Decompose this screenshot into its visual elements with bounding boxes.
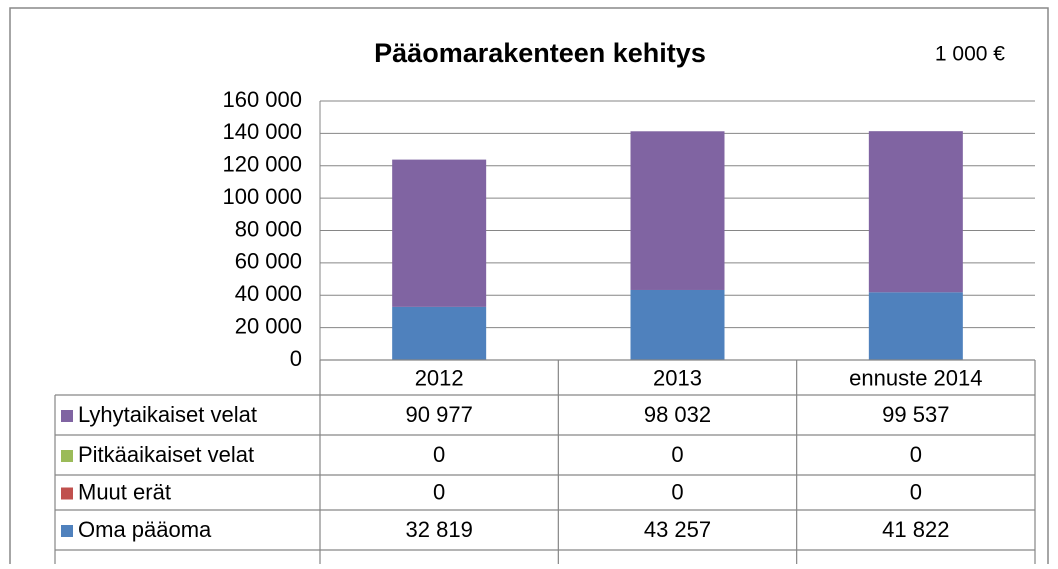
legend-label: Muut erät	[78, 479, 171, 504]
bar-segment	[868, 131, 963, 293]
data-table-value: 41 822	[882, 517, 949, 542]
x-tick-label: 2013	[653, 365, 702, 390]
y-tick-label: 40 000	[235, 281, 302, 306]
data-table-value: 0	[433, 442, 445, 467]
data-table-value: 90 977	[406, 402, 473, 427]
bar-segment	[392, 306, 487, 360]
y-tick-label: 0	[290, 346, 302, 371]
data-table-value: 0	[910, 442, 922, 467]
data-table-value: 0	[671, 479, 683, 504]
legend-swatch	[61, 410, 73, 422]
x-tick-label: 2012	[415, 365, 464, 390]
data-table-value: 43 257	[644, 517, 711, 542]
legend-swatch	[61, 487, 73, 500]
data-table-value: 99 537	[882, 402, 949, 427]
bar-segment	[392, 159, 487, 307]
y-tick-label: 100 000	[222, 184, 302, 209]
legend-label: Lyhytaikaiset velat	[78, 402, 257, 427]
chart-title: Pääomarakenteen kehitys	[374, 38, 706, 68]
legend-label: Pitkäaikaiset velat	[78, 442, 254, 467]
y-tick-label: 20 000	[235, 313, 302, 338]
bar-segment	[630, 131, 725, 290]
unit-label: 1 000 €	[935, 43, 1005, 66]
x-tick-label: ennuste 2014	[849, 365, 982, 390]
y-tick-label: 80 000	[235, 216, 302, 241]
data-table-value: 98 032	[644, 402, 711, 427]
legend-swatch	[61, 525, 73, 537]
y-tick-label: 160 000	[222, 87, 302, 112]
y-tick-label: 60 000	[235, 249, 302, 274]
bar-segment	[868, 292, 963, 360]
legend-label: Oma pääoma	[78, 517, 212, 542]
y-tick-label: 120 000	[222, 152, 302, 177]
y-tick-label: 140 000	[222, 119, 302, 144]
bar-segment	[630, 289, 725, 360]
data-table-value: 32 819	[406, 517, 473, 542]
data-table-value: 0	[671, 442, 683, 467]
legend-swatch	[61, 450, 73, 462]
data-table-value: 0	[910, 479, 922, 504]
data-table-value: 0	[433, 479, 445, 504]
